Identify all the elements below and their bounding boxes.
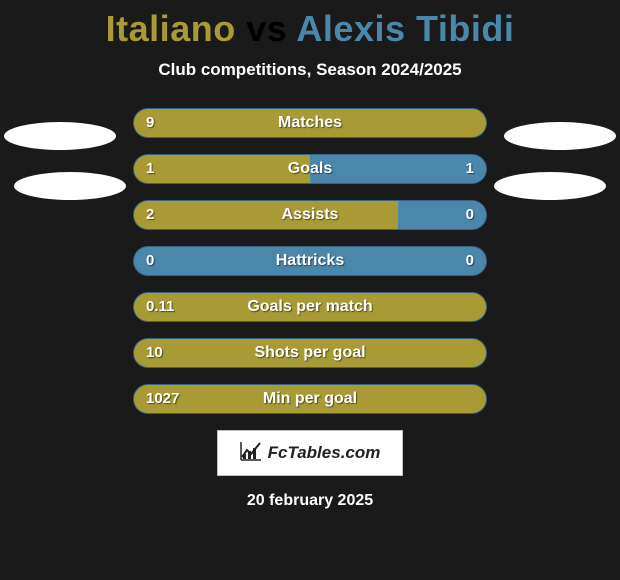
stat-label: Min per goal: [134, 385, 486, 414]
stat-label: Goals per match: [134, 293, 486, 322]
side-oval: [504, 122, 616, 150]
stat-label: Shots per goal: [134, 339, 486, 368]
footer-date: 20 february 2025: [0, 492, 620, 510]
stats-bars: Matches9Goals11Assists20Hattricks00Goals…: [133, 108, 487, 414]
stat-value-left: 1027: [146, 385, 179, 414]
stat-row: Min per goal1027: [133, 384, 487, 414]
stat-value-left: 1: [146, 155, 154, 184]
side-oval: [4, 122, 116, 150]
stat-label: Goals: [134, 155, 486, 184]
watermark-text: FcTables.com: [268, 443, 381, 463]
subtitle: Club competitions, Season 2024/2025: [0, 60, 620, 80]
stat-row: Matches9: [133, 108, 487, 138]
player2-name: Alexis Tibidi: [296, 8, 514, 49]
side-oval: [14, 172, 126, 200]
stat-value-left: 10: [146, 339, 163, 368]
stat-value-left: 0: [146, 247, 154, 276]
side-oval: [494, 172, 606, 200]
stat-row: Assists2 0: [133, 200, 487, 230]
stat-label: Matches: [134, 109, 486, 138]
watermark-box: FcTables.com: [217, 430, 403, 476]
comparison-panel: Italiano vs Alexis Tibidi Club competiti…: [0, 0, 620, 580]
stat-row: Hattricks0 0: [133, 246, 487, 276]
chart-line-icon: [240, 441, 262, 466]
stat-value-left: 9: [146, 109, 154, 138]
stat-label: Hattricks: [134, 247, 486, 276]
stat-value-right: 0: [466, 201, 474, 230]
stat-value-left: 2: [146, 201, 154, 230]
stat-row: Goals per match0.11: [133, 292, 487, 322]
stat-value-right: 1: [466, 155, 474, 184]
stat-value-left: 0.11: [146, 293, 174, 322]
page-title: Italiano vs Alexis Tibidi: [0, 8, 620, 50]
stat-label: Assists: [134, 201, 486, 230]
stat-row: Shots per goal10: [133, 338, 487, 368]
player1-name: Italiano: [106, 8, 236, 49]
vs-text: vs: [236, 8, 297, 49]
stat-row: Goals1 1: [133, 154, 487, 184]
stat-value-right: 0: [466, 247, 474, 276]
